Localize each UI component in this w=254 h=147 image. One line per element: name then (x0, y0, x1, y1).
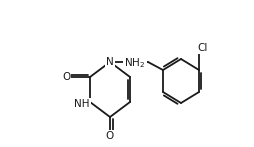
Text: NH$_2$: NH$_2$ (124, 56, 146, 70)
Text: O: O (106, 131, 114, 141)
Text: O: O (62, 72, 70, 82)
Text: N: N (106, 57, 114, 67)
Text: NH: NH (74, 99, 90, 109)
Text: Cl: Cl (198, 43, 208, 53)
